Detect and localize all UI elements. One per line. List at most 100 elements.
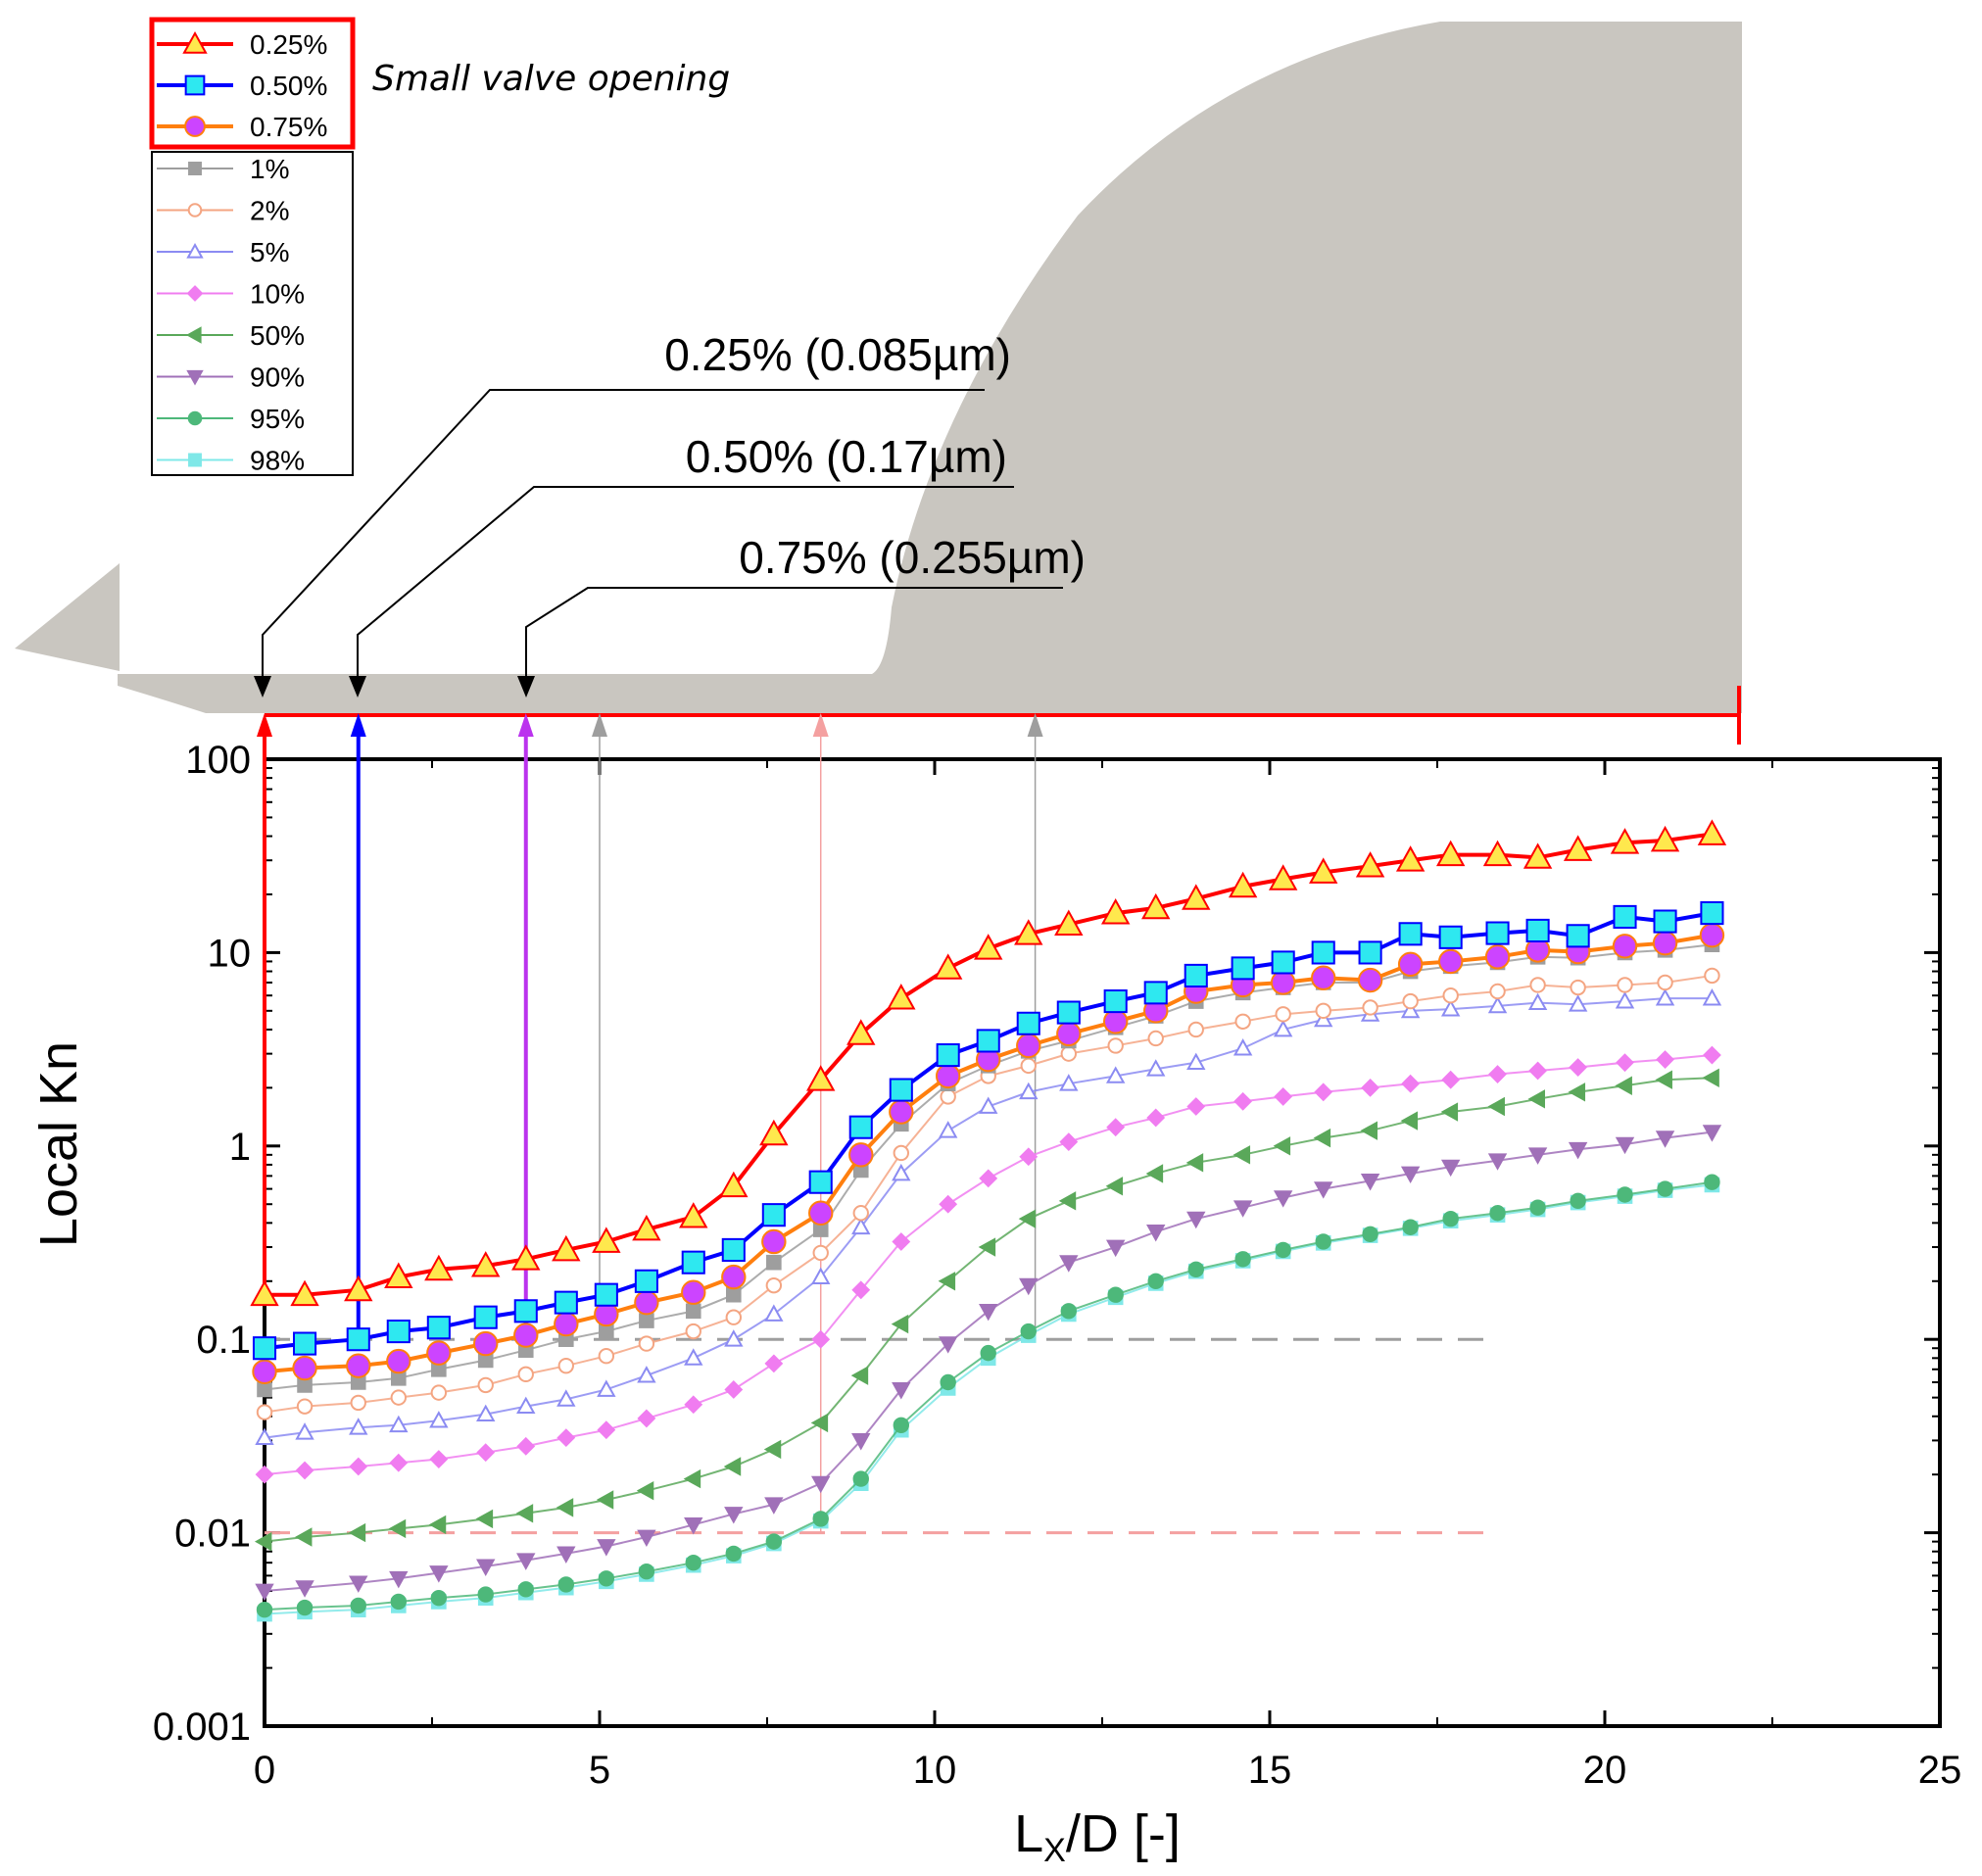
- data-point: [429, 1411, 449, 1428]
- data-point: [764, 1354, 784, 1373]
- data-point: [1231, 956, 1255, 981]
- data-point: [887, 984, 916, 1010]
- data-point: [1187, 1021, 1204, 1038]
- data-point: [634, 1289, 659, 1316]
- data-point: [516, 1553, 536, 1570]
- valve-inlet-shape: [15, 563, 120, 671]
- series-2pct: [256, 967, 1720, 1420]
- data-point: [808, 1170, 833, 1194]
- data-point: [765, 1533, 783, 1550]
- data-point: [764, 1304, 784, 1322]
- y-tick-labels: 0.001 0.01 0.1 1 10 100: [153, 739, 251, 1749]
- position-marker-arrow: [350, 713, 366, 737]
- series-5pct: [255, 988, 1722, 1446]
- data-point: [252, 1336, 277, 1361]
- data-point: [256, 1601, 273, 1618]
- data-point: [1054, 909, 1084, 936]
- data-point: [638, 1563, 655, 1580]
- x-tick-label: 15: [1248, 1749, 1292, 1792]
- data-point: [1529, 1199, 1546, 1216]
- data-point: [430, 1589, 448, 1607]
- data-point: [1233, 1200, 1253, 1218]
- data-point: [594, 1282, 618, 1307]
- data-point: [556, 1389, 576, 1407]
- legend-item: 95%: [157, 404, 305, 434]
- legend-label: 2%: [250, 196, 289, 226]
- data-point: [1438, 925, 1463, 949]
- data-point: [1271, 950, 1295, 975]
- data-point: [1056, 1000, 1081, 1025]
- series-10pct: [255, 1045, 1721, 1484]
- data-point: [182, 30, 208, 54]
- data-point: [1056, 1021, 1082, 1047]
- data-point: [1314, 1009, 1333, 1028]
- data-point: [597, 1539, 616, 1557]
- data-point: [424, 1254, 454, 1281]
- data-point: [1397, 951, 1424, 978]
- y-tick-label: 0.001: [153, 1706, 251, 1749]
- data-point: [632, 1214, 661, 1241]
- data-point: [1362, 999, 1378, 1016]
- data-point: [350, 1597, 366, 1614]
- data-point: [1655, 988, 1675, 1006]
- data-point: [1487, 995, 1508, 1014]
- data-point: [1488, 1065, 1507, 1083]
- data-point: [724, 1380, 744, 1399]
- valve-body-shape: [118, 22, 1742, 713]
- data-point: [429, 1450, 449, 1468]
- callout-arrowhead-1: [349, 676, 366, 697]
- data-point: [892, 1232, 911, 1251]
- data-point: [255, 1583, 274, 1602]
- x-tick-label: 5: [589, 1749, 610, 1792]
- data-point: [1184, 963, 1208, 987]
- data-point: [810, 1413, 829, 1433]
- data-point: [979, 1096, 998, 1114]
- legend-label: 0.50%: [250, 71, 327, 101]
- data-point: [850, 1366, 869, 1385]
- data-point: [1610, 828, 1640, 854]
- data-point: [1016, 1011, 1040, 1035]
- data-point: [1103, 989, 1128, 1014]
- data-point: [476, 1404, 496, 1422]
- data-point: [348, 1522, 366, 1543]
- data-point: [386, 1319, 411, 1344]
- data-point: [764, 1497, 784, 1515]
- data-point: [1702, 1068, 1719, 1087]
- data-point: [1402, 1219, 1419, 1235]
- data-point: [1187, 1261, 1204, 1277]
- data-point: [1395, 845, 1426, 872]
- data-point: [599, 1323, 614, 1339]
- data-point: [634, 1269, 658, 1293]
- data-point: [557, 1576, 574, 1593]
- data-point: [294, 1527, 313, 1547]
- legend-item: 90%: [157, 362, 305, 393]
- data-point: [1613, 904, 1637, 929]
- data-point: [1442, 1210, 1459, 1227]
- data-point: [597, 1379, 616, 1397]
- data-point: [1656, 1050, 1674, 1069]
- data-point: [295, 1580, 314, 1598]
- data-point: [1482, 840, 1513, 867]
- data-point: [1186, 1211, 1206, 1229]
- data-point: [255, 1465, 274, 1484]
- x-tick-label: 20: [1583, 1749, 1627, 1792]
- data-point: [1020, 1323, 1037, 1340]
- data-point: [1186, 1097, 1206, 1116]
- data-point: [1315, 1233, 1331, 1250]
- callout-leader-2: [525, 587, 1063, 676]
- legend-item: 1%: [157, 154, 289, 184]
- data-point: [1059, 1255, 1079, 1273]
- data-point: [852, 1205, 869, 1222]
- data-point: [1570, 979, 1586, 996]
- data-point: [426, 1340, 452, 1366]
- data-point: [679, 1202, 708, 1228]
- data-point: [1233, 1038, 1253, 1056]
- data-point: [763, 1439, 782, 1460]
- callout-leader-0: [262, 389, 985, 676]
- data-point: [938, 1336, 958, 1354]
- data-point: [891, 1314, 909, 1334]
- data-point: [1309, 857, 1338, 884]
- data-point: [384, 1262, 413, 1288]
- data-point: [1398, 922, 1423, 946]
- data-point: [1314, 1082, 1333, 1102]
